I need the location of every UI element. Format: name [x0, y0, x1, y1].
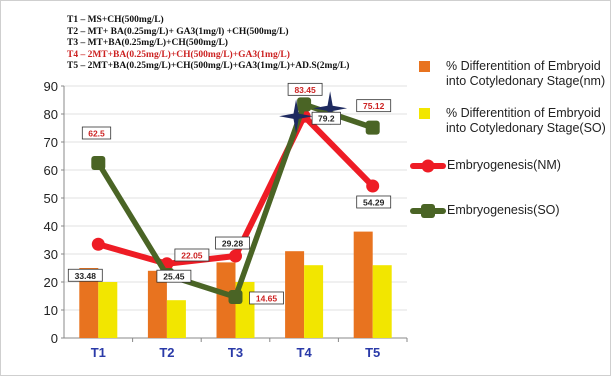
data-label-nm-t4: 79.2 — [318, 114, 335, 124]
legend-bar-so-label: % Differentition of Embryoid into Cotyle… — [446, 106, 606, 135]
data-label-so-t4-box — [287, 82, 323, 96]
y-tick-label: 70 — [44, 135, 58, 150]
data-label-so-t3-box — [249, 291, 284, 305]
treatment-line-3: T3 – MT+BA(0.25mg/L)+CH(500mg/L) — [67, 38, 228, 48]
bar-nm-t2 — [147, 270, 167, 338]
legend-line-so-label: Embryogenesis(SO) — [447, 203, 560, 217]
data-label-nm-t1: 33.48 — [75, 271, 97, 281]
data-label-so-t2: 22.05 — [181, 251, 203, 261]
annotation-t2-box — [156, 269, 192, 283]
point-nm-t1 — [91, 237, 105, 251]
y-tick-label: 10 — [44, 303, 58, 318]
bar-nm-t4 — [285, 251, 305, 338]
legend-line-nm-label: Embryogenesis(NM) — [447, 158, 561, 172]
bar-so-t2 — [166, 300, 186, 338]
point-so-t4 — [297, 97, 312, 112]
data-label-so-t1: 62.5 — [88, 129, 105, 139]
y-tick-label: 90 — [44, 79, 58, 94]
star-marker-so-t4 — [313, 91, 348, 126]
x-tick-label: T1 — [91, 345, 106, 360]
data-label-nm-t5: 54.29 — [363, 197, 385, 207]
y-tick-label: 80 — [44, 107, 58, 122]
bar-nm-t3 — [216, 262, 236, 338]
bar-nm-t1 — [79, 268, 99, 338]
bar-so-t5 — [372, 265, 392, 338]
x-tick-label: T5 — [365, 345, 380, 360]
annotation-t2: 25.45 — [163, 272, 185, 282]
data-label-so-t4: 83.45 — [294, 85, 316, 95]
point-so-t3 — [228, 289, 243, 304]
treatment-line-2: T2 – MT+ BA(0.25mg/L)+ GA3(1mg/l) +CH(50… — [67, 26, 289, 37]
y-tick-label: 30 — [44, 247, 58, 262]
point-nm-t3 — [229, 249, 242, 263]
data-label-nm-t4-box — [311, 111, 341, 125]
y-tick-label: 60 — [44, 163, 58, 178]
point-so-t1 — [91, 156, 106, 170]
legend-bar-so-swatch — [419, 108, 430, 119]
star-marker-nm-t4 — [279, 99, 314, 134]
treatment-line-4: T4 – 2MT+BA(0.25mg/L)+CH(500mg/L)+GA3(1m… — [67, 49, 290, 60]
y-tick-label: 20 — [44, 275, 58, 290]
treatment-line-5: T5 – 2MT+BA(0.25mg/L)+CH(500mg/L)+GA3(1m… — [67, 61, 350, 71]
x-tick-label: T2 — [159, 345, 174, 360]
line-embryogenesis-so — [95, 101, 376, 300]
legend-bar-nm-label: % Differentition of Embryoid into Cotyle… — [446, 59, 606, 88]
bar-so-t1 — [98, 282, 118, 338]
bar-so-t4 — [304, 265, 324, 338]
data-label-nm-t1-box — [67, 268, 103, 282]
x-tick-label: T3 — [228, 345, 243, 360]
y-tick-label: 0 — [51, 331, 58, 346]
y-tick-label: 40 — [44, 219, 58, 234]
bar-nm-t5 — [353, 231, 373, 338]
x-tick-label: T4 — [297, 345, 313, 360]
point-nm-t5 — [366, 179, 380, 193]
data-label-nm-t3: 29.28 — [222, 239, 244, 249]
data-label-so-t1-box — [81, 126, 112, 140]
legend-line-so-marker — [421, 204, 435, 218]
data-label-so-t3: 14.65 — [256, 293, 278, 303]
treatment-line-1: T1 – MS+CH(500mg/L) — [67, 15, 164, 25]
y-tick-label: 50 — [44, 191, 58, 206]
data-label-nm-t5-box — [356, 195, 392, 209]
point-so-t5 — [365, 120, 380, 135]
data-label-so-t2-box — [174, 248, 210, 262]
legend-line-nm-marker — [421, 159, 435, 173]
data-label-so-t5: 75.12 — [363, 101, 385, 111]
data-label-so-t5-box — [356, 99, 392, 113]
data-label-nm-t3-box — [215, 236, 250, 250]
legend-bar-nm-swatch — [419, 61, 430, 72]
